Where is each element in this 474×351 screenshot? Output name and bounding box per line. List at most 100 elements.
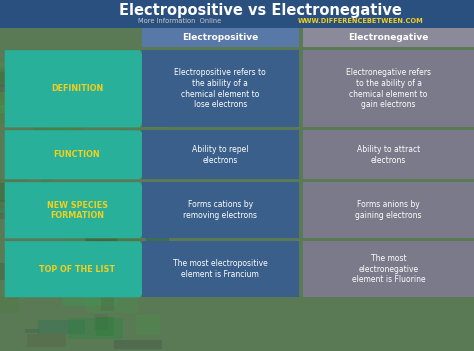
FancyBboxPatch shape [0, 206, 52, 214]
Text: Ability to repel
electrons: Ability to repel electrons [192, 145, 248, 165]
FancyBboxPatch shape [25, 329, 39, 333]
FancyBboxPatch shape [8, 80, 40, 88]
FancyBboxPatch shape [35, 196, 65, 204]
Text: Electropositive refers to
the ability of a
chemical element to
lose electrons: Electropositive refers to the ability of… [174, 68, 266, 110]
FancyBboxPatch shape [303, 28, 474, 47]
FancyBboxPatch shape [33, 127, 73, 145]
Text: Forms cations by
removing electrons: Forms cations by removing electrons [183, 200, 257, 220]
FancyBboxPatch shape [146, 234, 169, 252]
FancyBboxPatch shape [38, 320, 85, 333]
FancyBboxPatch shape [0, 183, 25, 203]
FancyBboxPatch shape [122, 130, 165, 146]
FancyBboxPatch shape [0, 92, 33, 113]
FancyBboxPatch shape [128, 72, 180, 81]
FancyBboxPatch shape [39, 70, 83, 84]
FancyBboxPatch shape [303, 50, 474, 127]
FancyBboxPatch shape [142, 28, 299, 47]
FancyBboxPatch shape [69, 141, 110, 150]
FancyBboxPatch shape [128, 169, 154, 174]
FancyBboxPatch shape [18, 268, 36, 273]
FancyBboxPatch shape [40, 163, 80, 176]
FancyBboxPatch shape [303, 130, 474, 179]
Polygon shape [5, 241, 159, 297]
FancyBboxPatch shape [0, 82, 34, 100]
FancyBboxPatch shape [102, 66, 136, 75]
Text: Electropositive vs Electronegative: Electropositive vs Electronegative [119, 3, 402, 18]
Text: Electronegative refers
to the ability of a
chemical element to
gain electrons: Electronegative refers to the ability of… [346, 68, 431, 110]
FancyBboxPatch shape [0, 69, 38, 87]
FancyBboxPatch shape [14, 199, 26, 218]
FancyBboxPatch shape [142, 241, 299, 297]
FancyBboxPatch shape [0, 108, 22, 125]
FancyBboxPatch shape [86, 295, 138, 313]
Text: Electronegative: Electronegative [348, 33, 429, 42]
FancyBboxPatch shape [68, 318, 123, 339]
FancyBboxPatch shape [0, 62, 27, 72]
FancyBboxPatch shape [0, 66, 29, 82]
Text: DEFINITION: DEFINITION [51, 84, 103, 93]
FancyBboxPatch shape [38, 186, 54, 204]
FancyBboxPatch shape [27, 248, 69, 265]
FancyBboxPatch shape [107, 286, 146, 291]
FancyBboxPatch shape [94, 314, 108, 330]
FancyBboxPatch shape [27, 334, 66, 346]
FancyBboxPatch shape [125, 82, 159, 94]
FancyBboxPatch shape [0, 263, 34, 280]
FancyBboxPatch shape [96, 317, 114, 336]
FancyBboxPatch shape [0, 0, 474, 28]
FancyBboxPatch shape [134, 271, 163, 287]
FancyBboxPatch shape [76, 192, 91, 204]
FancyBboxPatch shape [86, 237, 140, 243]
Text: NEW SPECIES
FORMATION: NEW SPECIES FORMATION [46, 200, 108, 220]
FancyBboxPatch shape [136, 314, 160, 335]
FancyBboxPatch shape [65, 184, 116, 195]
FancyBboxPatch shape [85, 237, 117, 253]
FancyBboxPatch shape [142, 130, 299, 179]
FancyBboxPatch shape [87, 144, 118, 158]
Polygon shape [5, 182, 159, 238]
FancyBboxPatch shape [62, 289, 117, 306]
FancyBboxPatch shape [4, 246, 56, 257]
FancyBboxPatch shape [109, 117, 132, 123]
FancyBboxPatch shape [135, 148, 171, 153]
FancyBboxPatch shape [135, 164, 160, 174]
FancyBboxPatch shape [46, 172, 85, 176]
FancyBboxPatch shape [132, 251, 159, 256]
FancyBboxPatch shape [55, 271, 82, 288]
FancyBboxPatch shape [101, 297, 114, 311]
FancyBboxPatch shape [77, 144, 88, 161]
FancyBboxPatch shape [18, 154, 66, 168]
FancyBboxPatch shape [0, 179, 27, 183]
FancyBboxPatch shape [41, 179, 52, 183]
FancyBboxPatch shape [140, 87, 171, 102]
FancyBboxPatch shape [147, 100, 158, 104]
FancyBboxPatch shape [94, 240, 109, 256]
Text: Electropositive: Electropositive [182, 33, 258, 42]
FancyBboxPatch shape [65, 119, 84, 131]
FancyBboxPatch shape [142, 50, 299, 127]
FancyBboxPatch shape [0, 200, 16, 208]
FancyBboxPatch shape [137, 207, 153, 223]
Text: The most electropositive
element is Francium: The most electropositive element is Fran… [173, 259, 267, 279]
FancyBboxPatch shape [303, 241, 474, 297]
FancyBboxPatch shape [114, 340, 162, 349]
Text: More Information  Online: More Information Online [138, 18, 222, 24]
FancyBboxPatch shape [120, 90, 144, 96]
Polygon shape [5, 50, 159, 127]
Text: Forms anions by
gaining electrons: Forms anions by gaining electrons [356, 200, 422, 220]
Polygon shape [5, 130, 159, 179]
FancyBboxPatch shape [9, 290, 20, 299]
FancyBboxPatch shape [107, 288, 123, 292]
FancyBboxPatch shape [142, 182, 299, 238]
FancyBboxPatch shape [303, 182, 474, 238]
FancyBboxPatch shape [48, 159, 79, 172]
FancyBboxPatch shape [16, 276, 71, 286]
Text: Ability to attract
electrons: Ability to attract electrons [357, 145, 420, 165]
Text: FUNCTION: FUNCTION [54, 150, 100, 159]
Text: WWW.DIFFERENCEBETWEEN.COM: WWW.DIFFERENCEBETWEEN.COM [297, 18, 423, 24]
FancyBboxPatch shape [0, 213, 8, 219]
FancyBboxPatch shape [97, 279, 110, 285]
FancyBboxPatch shape [146, 100, 169, 111]
FancyBboxPatch shape [124, 146, 156, 151]
Text: The most
electronegative
element is Fluorine: The most electronegative element is Fluo… [352, 254, 426, 284]
